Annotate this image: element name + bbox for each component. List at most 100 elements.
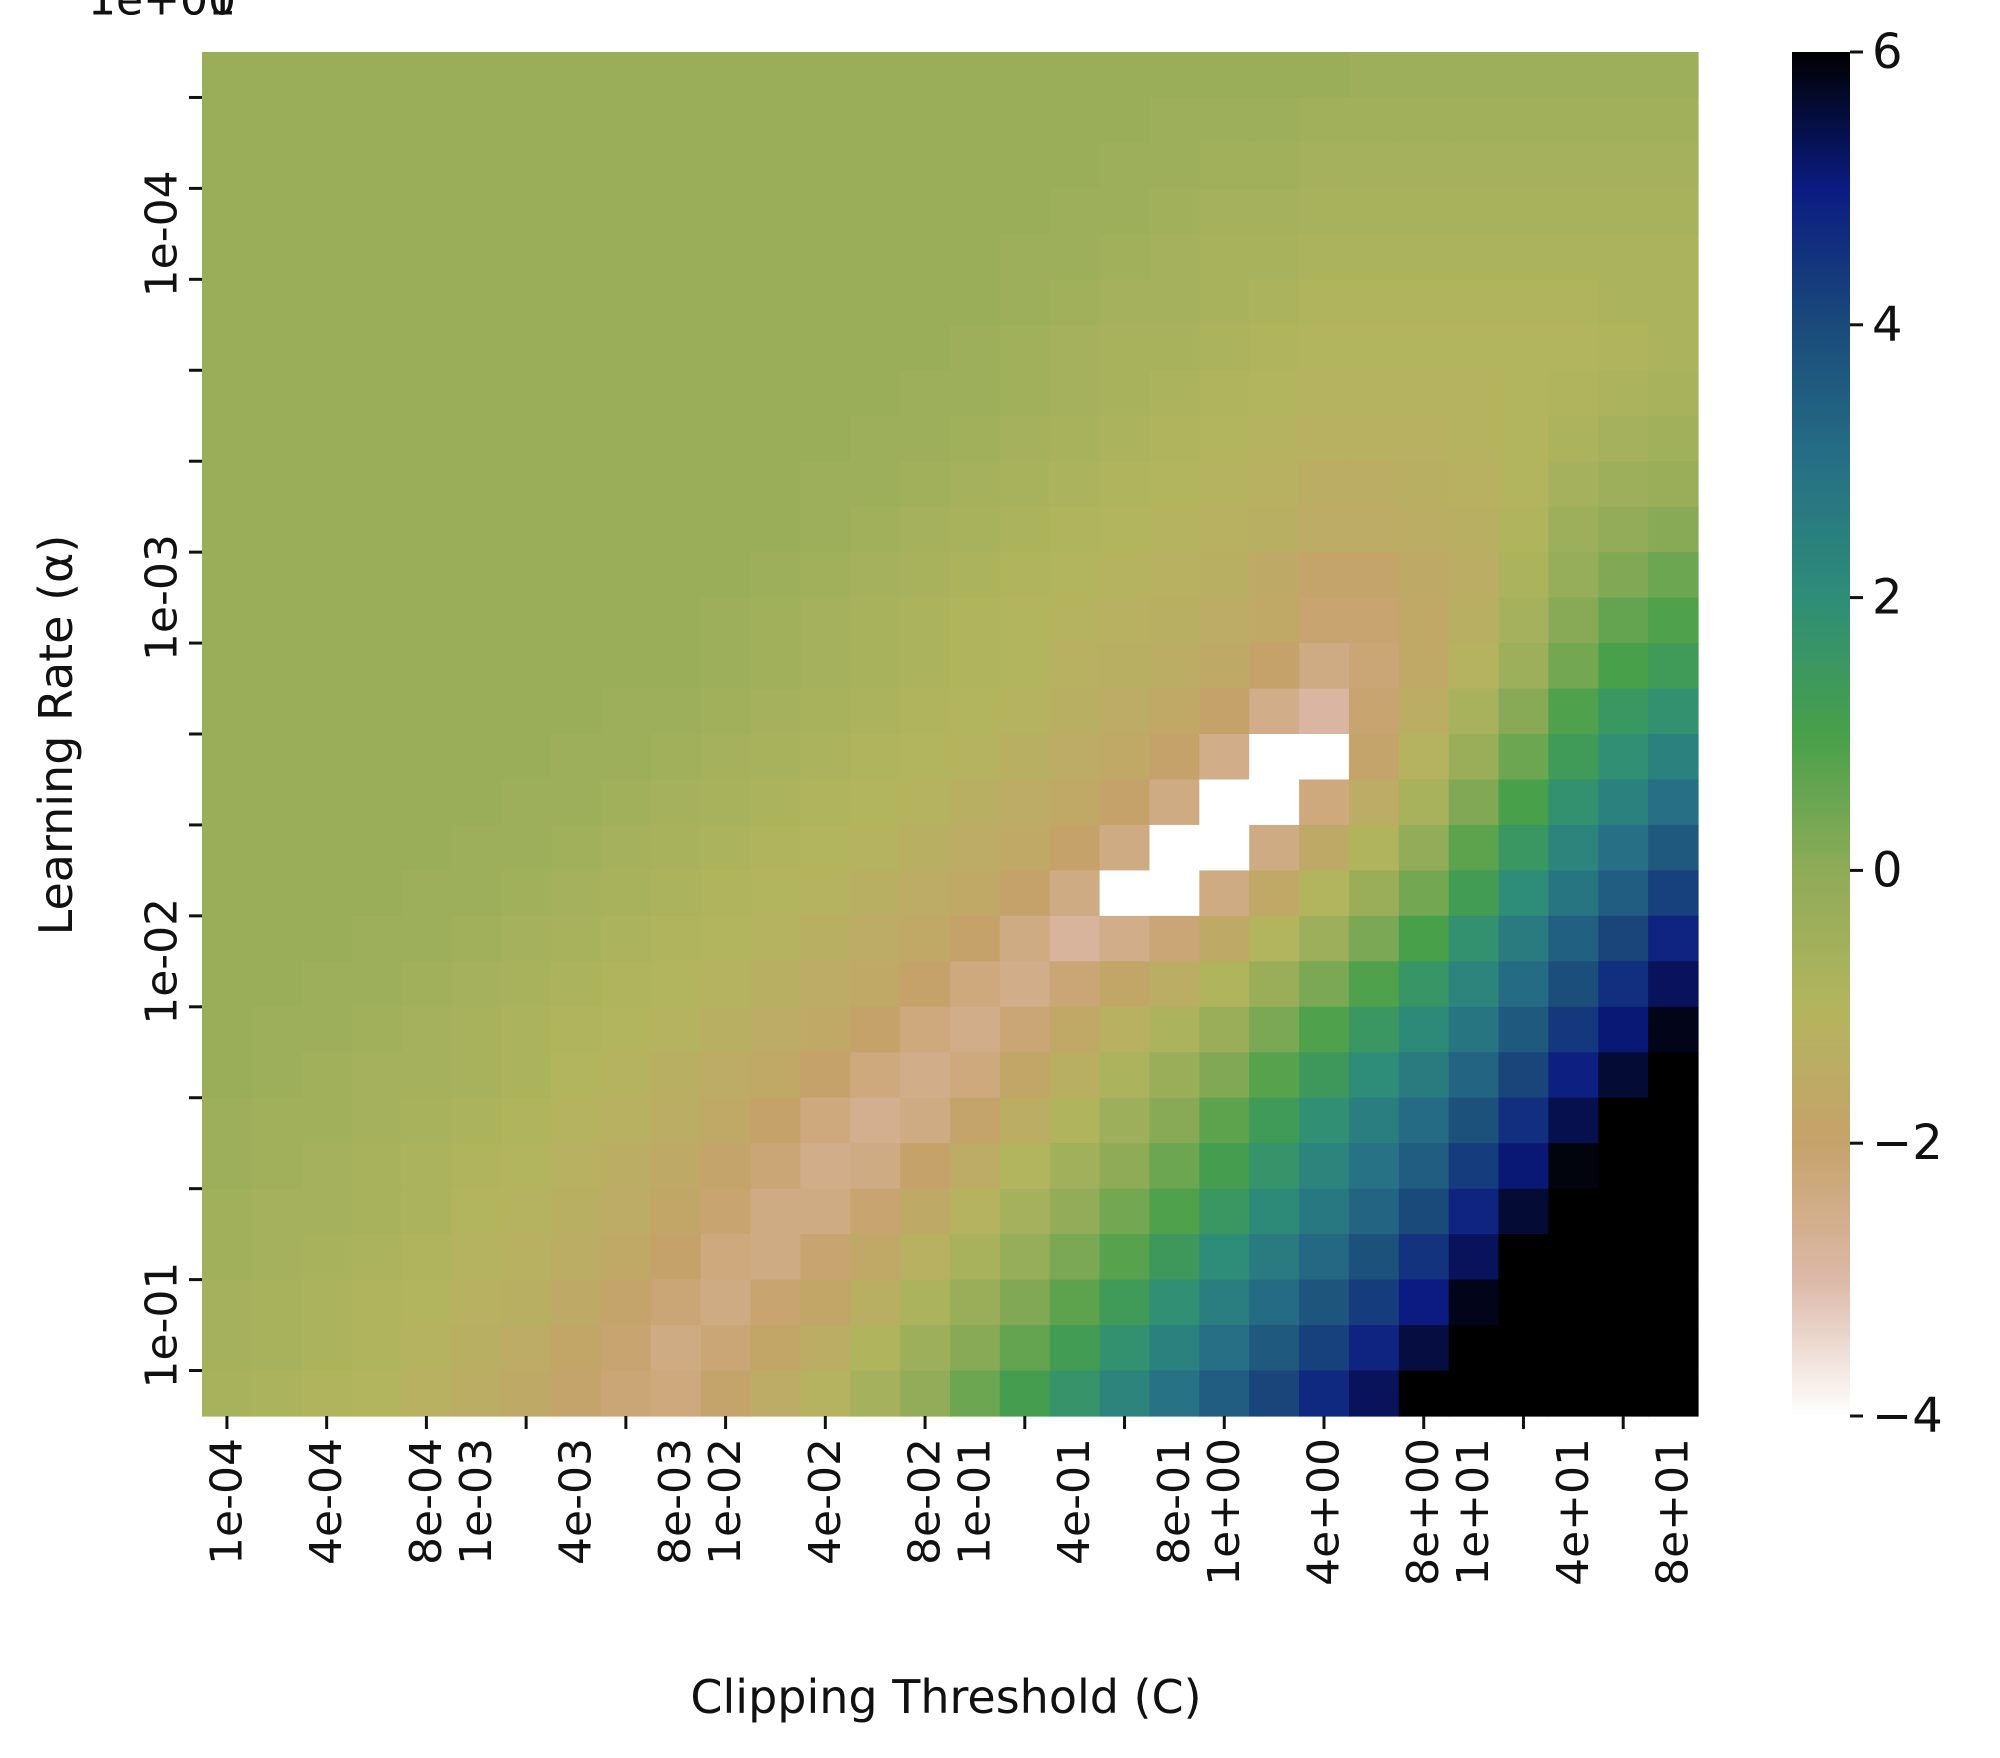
heatmap-cell <box>1498 597 1549 644</box>
heatmap-cell <box>1199 1188 1250 1235</box>
heatmap-cell <box>700 1279 752 1326</box>
heatmap-cell <box>700 142 752 189</box>
heatmap-cell <box>1398 1143 1450 1190</box>
heatmap-cell <box>999 188 1051 235</box>
heatmap-cell <box>1149 461 1200 508</box>
heatmap-cell <box>1199 370 1250 417</box>
heatmap-cell <box>401 142 452 189</box>
heatmap-cell <box>800 552 851 599</box>
heatmap-cell <box>950 415 1001 462</box>
heatmap-cell <box>1448 779 1500 826</box>
heatmap-cell <box>551 1188 602 1235</box>
heatmap-cell <box>1648 324 1699 371</box>
heatmap-cell <box>1598 188 1649 235</box>
heatmap-cell <box>1548 1370 1599 1417</box>
heatmap-cell <box>1099 915 1151 962</box>
heatmap-cell <box>1199 1234 1250 1281</box>
heatmap-cell <box>650 415 702 462</box>
heatmap-cell <box>1648 52 1699 99</box>
heatmap-cell <box>1249 97 1300 144</box>
heatmap-cell <box>1498 1234 1549 1281</box>
heatmap-cell <box>1149 597 1200 644</box>
heatmap-cell <box>1548 324 1599 371</box>
heatmap-cell <box>251 506 303 553</box>
heatmap-cell <box>1249 415 1300 462</box>
heatmap-cell <box>1448 734 1500 781</box>
heatmap-cell <box>900 52 951 99</box>
heatmap-cell <box>1648 1325 1699 1372</box>
heatmap-cell <box>451 188 502 235</box>
heatmap-cell <box>1249 688 1300 735</box>
y-tick-label: 1e-02 <box>137 898 188 1025</box>
heatmap-cell <box>551 552 602 599</box>
heatmap-cell <box>1498 1279 1549 1326</box>
x-tick-label: 4e-01 <box>1049 1438 1100 1565</box>
heatmap-cell <box>401 1143 452 1190</box>
heatmap-cell <box>401 870 452 917</box>
heatmap-cell <box>1299 1188 1350 1235</box>
heatmap-cell <box>351 1188 403 1235</box>
heatmap-cell <box>1498 1006 1549 1053</box>
heatmap-cell <box>202 1325 253 1372</box>
heatmap-cell <box>750 1279 801 1326</box>
heatmap-cell <box>1598 506 1649 553</box>
heatmap-cell <box>1448 461 1500 508</box>
heatmap-cell <box>1598 324 1649 371</box>
heatmap-cell <box>1049 52 1101 99</box>
heatmap-cell <box>251 1006 303 1053</box>
heatmap-cell <box>351 961 403 1008</box>
heatmap-cell <box>900 1097 951 1144</box>
heatmap-cell <box>650 279 702 326</box>
colorbar-tick-label: −2 <box>1872 1115 1943 1171</box>
heatmap-cell <box>202 324 253 371</box>
heatmap-cell <box>1398 1052 1450 1099</box>
heatmap-cell <box>750 1143 801 1190</box>
heatmap-cell <box>351 597 403 644</box>
heatmap-cell <box>950 779 1001 826</box>
heatmap-cell <box>650 1097 702 1144</box>
heatmap-cell <box>999 142 1051 189</box>
heatmap-cell <box>401 415 452 462</box>
heatmap-cell <box>1299 97 1350 144</box>
heatmap-cell <box>750 824 801 871</box>
heatmap-cell <box>750 233 801 280</box>
x-axis-label: Clipping Threshold (C) <box>690 1670 1201 1724</box>
y-tick-label: 1e-01 <box>137 1262 188 1389</box>
heatmap-cell <box>1149 1097 1200 1144</box>
heatmap-cell <box>1448 233 1500 280</box>
heatmap-cell <box>1149 779 1200 826</box>
heatmap-cell <box>1299 1279 1350 1326</box>
heatmap-cell <box>551 915 602 962</box>
heatmap-cell <box>202 643 253 690</box>
heatmap-cell <box>850 52 901 99</box>
heatmap-cell <box>1049 1006 1101 1053</box>
heatmap-cell <box>1598 1279 1649 1326</box>
heatmap-cell <box>1598 142 1649 189</box>
heatmap-cell <box>1648 643 1699 690</box>
heatmap-cell <box>600 506 652 553</box>
heatmap-cell <box>551 188 602 235</box>
heatmap-cell <box>351 506 403 553</box>
heatmap-cell <box>1598 1052 1649 1099</box>
x-tick-label: 8e-02 <box>900 1438 951 1565</box>
heatmap-cell <box>800 1006 851 1053</box>
heatmap-cell <box>451 461 502 508</box>
heatmap-cell <box>1299 370 1350 417</box>
heatmap-cell <box>999 1188 1051 1235</box>
heatmap-cell <box>401 1006 452 1053</box>
heatmap-cell <box>650 324 702 371</box>
heatmap-cell <box>800 279 851 326</box>
heatmap-cell <box>700 1052 752 1099</box>
heatmap-cell <box>1299 915 1350 962</box>
heatmap-cell <box>600 688 652 735</box>
heatmap-cell <box>1398 142 1450 189</box>
heatmap-cell <box>900 1370 951 1417</box>
heatmap-cell <box>451 1143 502 1190</box>
heatmap-cell <box>251 415 303 462</box>
heatmap-cell <box>600 734 652 781</box>
heatmap-cell <box>1149 370 1200 417</box>
heatmap-cell <box>451 961 502 1008</box>
heatmap-cell <box>401 279 452 326</box>
heatmap-cell <box>1648 824 1699 871</box>
